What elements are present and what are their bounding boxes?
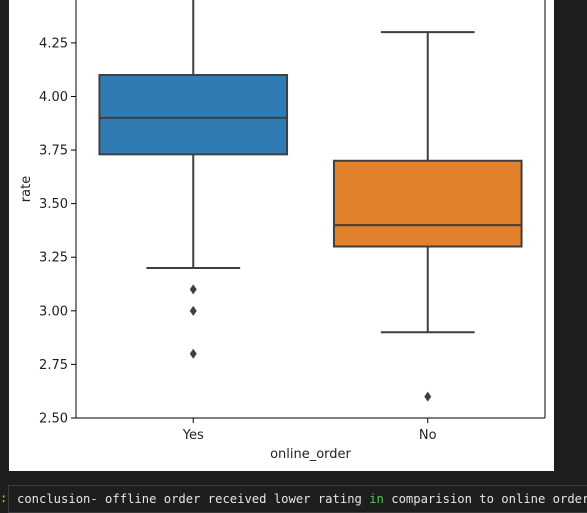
- x-tick-label-yes: Yes: [182, 428, 204, 443]
- x-axis-label: online_order: [270, 447, 351, 462]
- markdown-cell[interactable]: : conclusion- offline order received low…: [0, 484, 587, 513]
- y-tick-label: 4.00: [39, 90, 68, 105]
- y-tick-label: 3.50: [39, 197, 68, 212]
- conclusion-dash: -: [90, 492, 98, 506]
- y-tick-label: 3.00: [39, 304, 68, 319]
- plot-output-panel: Yes No 2.50 2.75 3.00 3.25 3.50 3.75 4.00 4.25 onl…: [9, 0, 554, 471]
- conclusion-word: conclusion: [17, 492, 91, 506]
- box-yes: [98, 74, 289, 156]
- x-tick-label-no: No: [419, 428, 437, 443]
- cell-gutter-marker: :: [0, 491, 8, 505]
- outlier-point-yes-0: [189, 284, 197, 295]
- y-tick-label: 3.75: [39, 144, 68, 159]
- box-no: [332, 159, 523, 248]
- y-tick-label: 2.50: [39, 412, 68, 427]
- outlier-point-yes-2: [189, 348, 197, 359]
- y-axis-label: rate: [19, 176, 34, 202]
- cell-content-box[interactable]: conclusion- offline order received lower…: [8, 485, 587, 513]
- y-tick-label: 4.25: [39, 36, 68, 51]
- boxplot-chart: Yes No 2.50 2.75 3.00 3.25 3.50 3.75 4.00 4.25 onl…: [19, 0, 546, 462]
- conclusion-keyword-in: in: [369, 492, 384, 506]
- conclusion-text: conclusion- offline order received lower…: [17, 486, 587, 512]
- y-tick-label: 2.75: [39, 358, 68, 373]
- outlier-point-yes-1: [189, 305, 197, 316]
- conclusion-text-part2: offline order received lower rating: [97, 492, 370, 506]
- y-tick-label: 3.25: [39, 251, 68, 266]
- conclusion-text-part3: comparision to online order.: [383, 492, 587, 506]
- outlier-point-no-0: [424, 391, 432, 402]
